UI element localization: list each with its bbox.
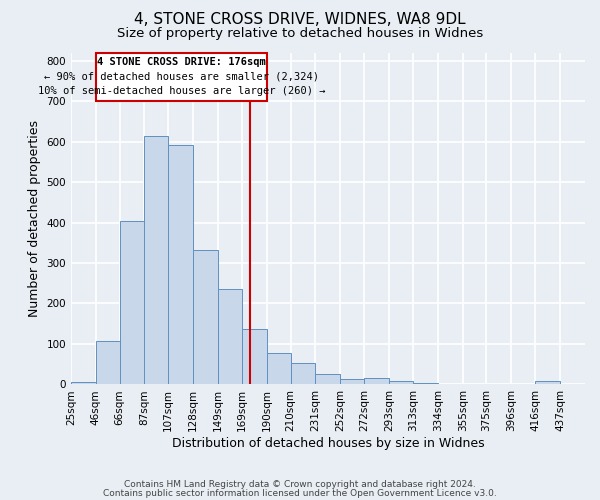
Bar [119,221,145,384]
Bar [535,381,560,384]
Bar [316,374,340,384]
Bar [218,288,242,384]
Bar [242,330,267,384]
Bar [290,364,316,384]
Text: 10% of semi-detached houses are larger (260) →: 10% of semi-detached houses are larger (… [38,86,325,97]
Text: Size of property relative to detached houses in Widnes: Size of property relative to detached ho… [117,28,483,40]
Bar [389,381,413,384]
Text: ← 90% of detached houses are smaller (2,324): ← 90% of detached houses are smaller (2,… [44,72,319,82]
FancyBboxPatch shape [96,54,267,101]
Y-axis label: Number of detached properties: Number of detached properties [28,120,41,317]
Text: Contains public sector information licensed under the Open Government Licence v3: Contains public sector information licen… [103,488,497,498]
Text: 4, STONE CROSS DRIVE, WIDNES, WA8 9DL: 4, STONE CROSS DRIVE, WIDNES, WA8 9DL [134,12,466,28]
Bar [413,383,438,384]
Bar [168,145,193,384]
Bar [364,378,389,384]
Bar [340,379,364,384]
Bar [71,382,96,384]
X-axis label: Distribution of detached houses by size in Widnes: Distribution of detached houses by size … [172,437,484,450]
Text: 4 STONE CROSS DRIVE: 176sqm: 4 STONE CROSS DRIVE: 176sqm [97,56,266,66]
Bar [193,250,218,384]
Text: Contains HM Land Registry data © Crown copyright and database right 2024.: Contains HM Land Registry data © Crown c… [124,480,476,489]
Bar [145,136,168,384]
Bar [96,341,119,384]
Bar [267,353,290,384]
